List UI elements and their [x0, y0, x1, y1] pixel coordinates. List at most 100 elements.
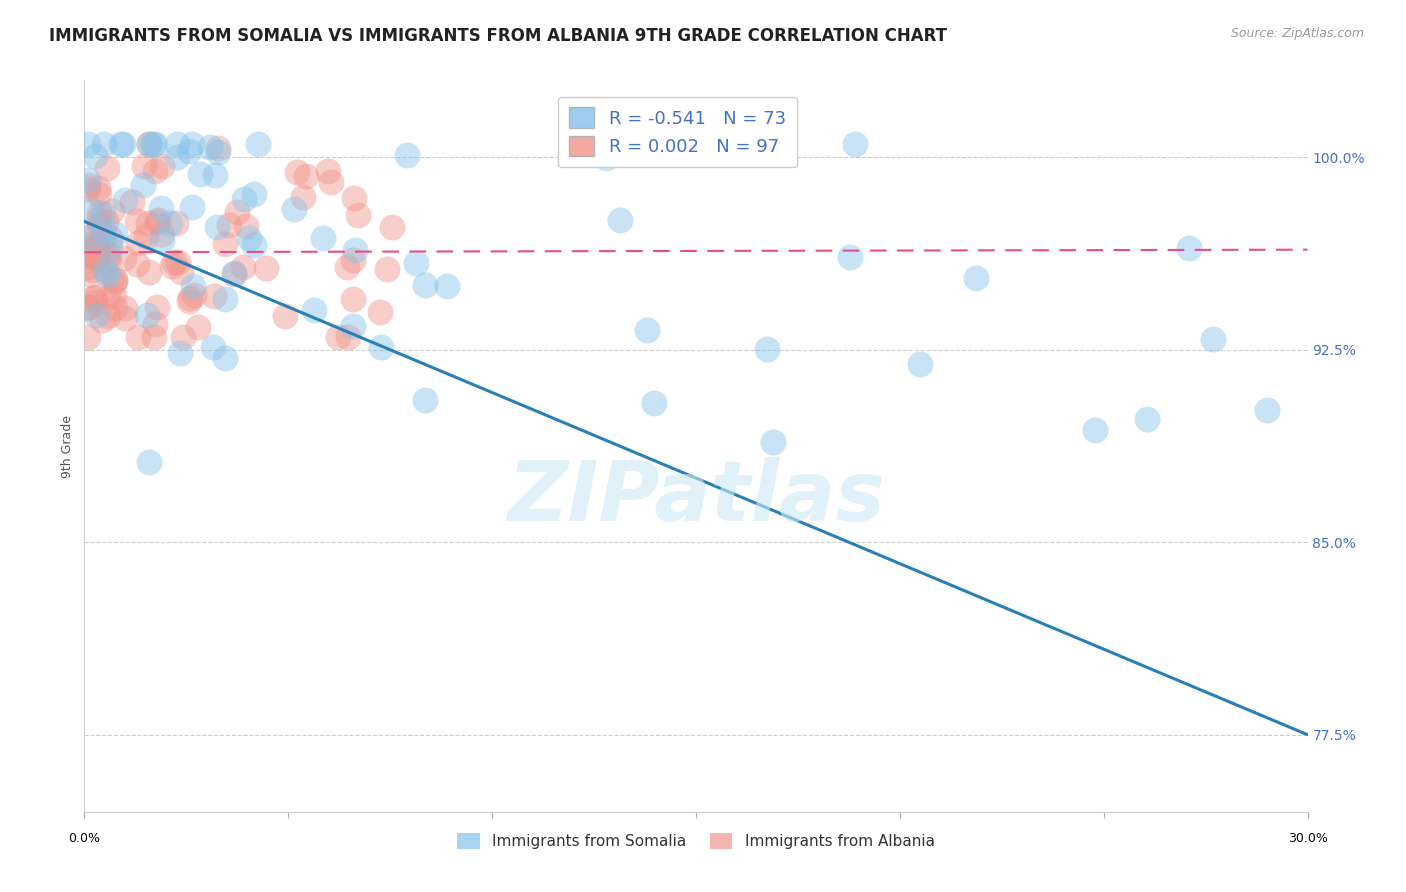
Point — [375, 261, 398, 276]
Point — [179, 294, 201, 309]
Point — [170, 265, 193, 279]
Point — [104, 301, 127, 315]
Point — [159, 216, 181, 230]
Point — [104, 273, 127, 287]
Point — [89, 255, 111, 269]
Point — [148, 213, 170, 227]
Point — [87, 181, 110, 195]
Point — [295, 169, 318, 183]
Point — [395, 147, 418, 161]
Point — [169, 346, 191, 360]
Point — [103, 289, 125, 303]
Point — [98, 241, 121, 255]
Point — [238, 231, 260, 245]
Point — [160, 259, 183, 273]
Point — [127, 214, 149, 228]
Point — [226, 204, 249, 219]
Point — [84, 290, 107, 304]
Point — [101, 203, 124, 218]
Point — [114, 301, 136, 316]
Point — [79, 268, 101, 282]
Point — [77, 236, 100, 251]
Point — [110, 137, 132, 152]
Text: ZIPatlas: ZIPatlas — [508, 457, 884, 538]
Point — [762, 435, 785, 450]
Point — [77, 178, 100, 192]
Point — [205, 219, 228, 234]
Point — [96, 161, 118, 176]
Text: 30.0%: 30.0% — [1288, 832, 1327, 846]
Point — [91, 206, 114, 220]
Point — [94, 263, 117, 277]
Point — [405, 256, 427, 270]
Point — [114, 311, 136, 326]
Point — [318, 163, 340, 178]
Point — [82, 291, 104, 305]
Point — [283, 202, 305, 217]
Point — [844, 137, 866, 152]
Point — [135, 229, 157, 244]
Point — [87, 213, 110, 227]
Point — [1202, 332, 1225, 346]
Point — [166, 150, 188, 164]
Point — [86, 237, 108, 252]
Point — [183, 288, 205, 302]
Point — [77, 301, 100, 315]
Point — [112, 251, 135, 265]
Point — [200, 140, 222, 154]
Point — [93, 224, 115, 238]
Point — [755, 342, 778, 356]
Point — [336, 330, 359, 344]
Point — [839, 250, 862, 264]
Point — [247, 137, 270, 152]
Point — [104, 273, 127, 287]
Text: 0.0%: 0.0% — [69, 832, 100, 846]
Point — [242, 238, 264, 252]
Point — [181, 200, 204, 214]
Point — [77, 231, 100, 245]
Point — [342, 252, 364, 267]
Point — [132, 178, 155, 192]
Point — [165, 216, 187, 230]
Point — [121, 194, 143, 209]
Point — [312, 230, 335, 244]
Point — [242, 187, 264, 202]
Point — [127, 235, 149, 250]
Point — [138, 265, 160, 279]
Y-axis label: 9th Grade: 9th Grade — [60, 415, 75, 477]
Point — [77, 300, 100, 314]
Point — [167, 254, 190, 268]
Point — [93, 137, 115, 152]
Point — [143, 164, 166, 178]
Point — [1136, 411, 1159, 425]
Point — [571, 137, 593, 152]
Point — [214, 351, 236, 365]
Point — [202, 289, 225, 303]
Point — [207, 145, 229, 159]
Point — [89, 187, 111, 202]
Point — [97, 290, 120, 304]
Point — [302, 303, 325, 318]
Point — [413, 392, 436, 407]
Point — [142, 330, 165, 344]
Point — [207, 141, 229, 155]
Point — [91, 313, 114, 327]
Point — [84, 295, 107, 310]
Point — [138, 455, 160, 469]
Point — [336, 260, 359, 274]
Point — [150, 233, 173, 247]
Point — [127, 330, 149, 344]
Point — [166, 137, 188, 152]
Point — [328, 330, 350, 344]
Point — [136, 216, 159, 230]
Point — [89, 206, 111, 220]
Point — [254, 261, 277, 276]
Point — [343, 191, 366, 205]
Point — [86, 251, 108, 265]
Point — [82, 240, 104, 254]
Point — [97, 268, 120, 283]
Point — [637, 323, 659, 337]
Point — [146, 300, 169, 314]
Point — [150, 160, 173, 174]
Point — [143, 318, 166, 332]
